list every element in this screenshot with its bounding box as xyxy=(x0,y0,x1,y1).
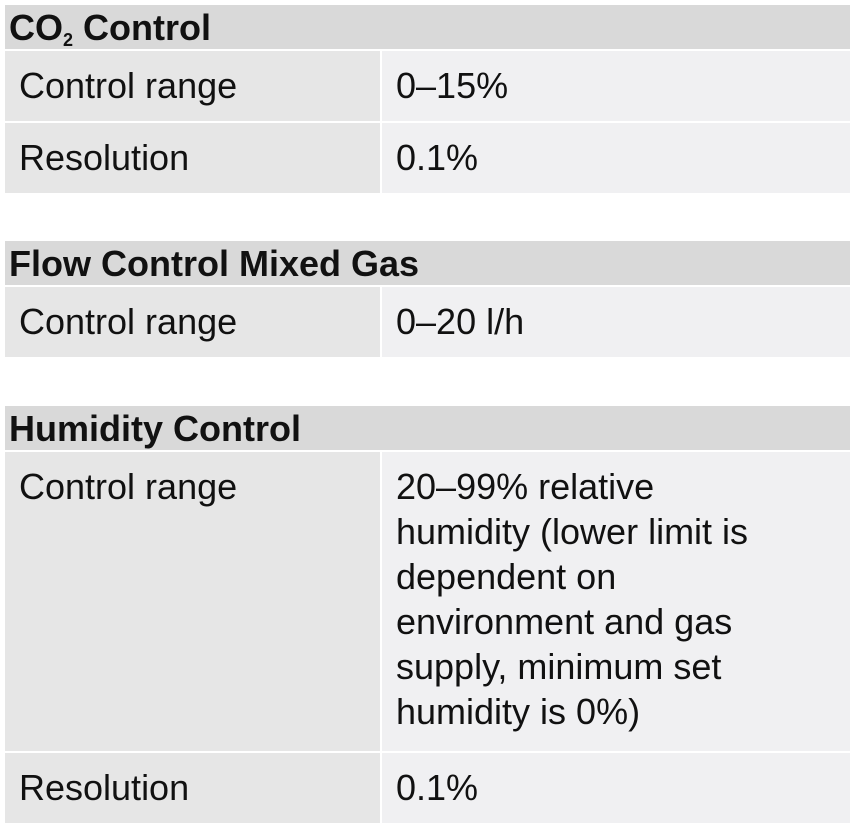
row-label: Resolution xyxy=(5,753,380,823)
row-label: Resolution xyxy=(5,123,380,193)
row-value: 0–20 l/h xyxy=(380,287,850,357)
row-label: Control range xyxy=(5,287,380,357)
row-value: 20–99% relative humidity (lower limit is… xyxy=(380,452,850,751)
co2-control-section: CO2 Control Control range 0–15% Resoluti… xyxy=(5,5,850,193)
section-title: Humidity Control xyxy=(5,406,850,450)
humidity-control-section: Humidity Control Control range 20–99% re… xyxy=(5,406,850,823)
row-label: Control range xyxy=(5,51,380,121)
table-row: Control range 20–99% relative humidity (… xyxy=(5,450,850,751)
table-row: Resolution 0.1% xyxy=(5,121,850,193)
flow-control-section: Flow Control Mixed Gas Control range 0–2… xyxy=(5,241,850,357)
table-row: Resolution 0.1% xyxy=(5,751,850,823)
section-title: Flow Control Mixed Gas xyxy=(5,241,850,285)
section-title-rest: Control xyxy=(73,7,211,48)
section-title: CO2 Control xyxy=(5,5,850,49)
row-value: 0.1% xyxy=(380,753,850,823)
row-value: 0.1% xyxy=(380,123,850,193)
table-row: Control range 0–15% xyxy=(5,49,850,121)
row-label: Control range xyxy=(5,452,380,751)
row-value: 0–15% xyxy=(380,51,850,121)
section-title-main: CO xyxy=(9,7,63,48)
table-row: Control range 0–20 l/h xyxy=(5,285,850,357)
section-title-subscript: 2 xyxy=(63,30,74,49)
